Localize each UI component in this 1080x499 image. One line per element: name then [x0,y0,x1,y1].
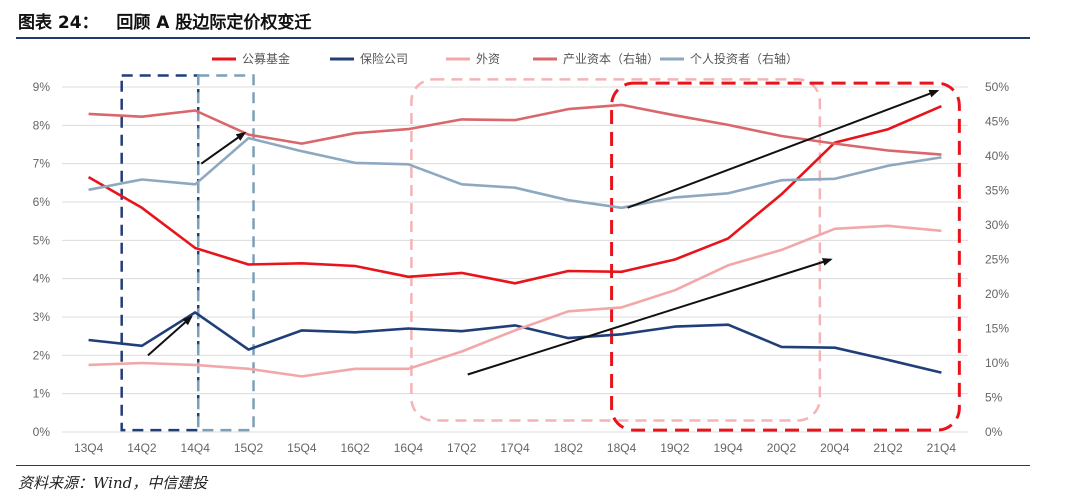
legend-label: 个人投资者（右轴） [690,51,798,66]
annotation-box [610,81,961,432]
y-right-tick-label: 45% [985,115,1009,129]
x-tick-label: 16Q2 [340,441,370,455]
y-right-tick-label: 15% [985,322,1009,336]
x-tick-label: 21Q2 [873,441,903,455]
y-right-tick-label: 5% [985,391,1003,405]
annotation-boxes [120,74,961,432]
legend-label: 外资 [476,52,500,66]
legend-label: 公募基金 [242,51,290,66]
y-left-tick-label: 3% [33,310,51,324]
annotation-box [410,78,822,422]
y-left-tick-label: 2% [33,348,51,362]
axis-labels: 0% 1% 2% 3% 4% 5% 6% 7% 8% 9% 0% 5% 10% 15% 20% 25% 30% 3… [33,80,1010,455]
x-tick-label: 15Q4 [287,441,317,455]
x-tick-label: 19Q2 [660,441,690,455]
x-tick-label: 18Q2 [554,441,584,455]
x-tick-label: 13Q4 [74,441,104,455]
line-chart: 公募基金 保险公司 外资 产业资本（右轴） 个人投资者（右轴） 0% 1% 2% 3% 4% 5%… [33,51,1010,455]
y-right-tick-label: 0% [985,425,1003,439]
x-tick-label: 17Q4 [500,441,530,455]
y-left-tick-label: 6% [33,195,51,209]
y-right-tick-label: 30% [985,218,1009,232]
y-left-tick-label: 0% [33,425,51,439]
footer-rule [16,465,1030,466]
y-right-tick-label: 10% [985,356,1009,370]
x-tick-label: 19Q4 [713,441,743,455]
y-right-tick-label: 20% [985,287,1009,301]
y-right-tick-label: 35% [985,184,1009,198]
x-tick-label: 21Q4 [927,441,957,455]
y-right-tick-label: 50% [985,80,1009,94]
legend-label: 产业资本（右轴） [563,51,659,66]
gridlines [62,86,968,433]
series-line [88,224,942,378]
x-tick-label: 16Q4 [394,441,424,455]
x-tick-label: 17Q2 [447,441,477,455]
series-lines [87,103,942,378]
x-tick-label: 20Q2 [767,441,797,455]
legend-label: 保险公司 [360,51,408,66]
y-left-tick-label: 4% [33,272,51,286]
legend: 公募基金 保险公司 外资 产业资本（右轴） 个人投资者（右轴） [212,51,798,66]
y-left-tick-label: 1% [33,387,51,401]
y-right-tick-label: 25% [985,253,1009,267]
x-tick-label: 20Q4 [820,441,850,455]
annotation-arrows [147,89,940,376]
x-tick-label: 14Q2 [127,441,157,455]
trend-arrow [467,258,833,376]
y-right-tick-label: 40% [985,149,1009,163]
series-line [88,311,942,374]
series-line [87,105,942,285]
annotation-box [120,74,200,432]
annotation-box [196,74,255,432]
title-rule [16,37,1030,39]
source-note: 资料来源：Wind，中信建投 [18,474,208,492]
x-tick-label: 18Q4 [607,441,637,455]
chart-title: 图表 24： 回顾 A 股边际定价权变迁 [18,13,312,33]
x-tick-label: 15Q2 [234,441,264,455]
y-left-tick-label: 9% [33,80,51,94]
y-left-tick-label: 8% [33,118,51,132]
trend-arrow [200,131,247,165]
y-left-tick-label: 5% [33,233,51,247]
series-line [88,136,942,210]
series-line [88,103,942,156]
x-tick-label: 14Q4 [181,441,211,455]
trend-arrow [147,315,193,357]
y-left-tick-label: 7% [33,157,51,171]
trend-arrow [627,89,940,209]
